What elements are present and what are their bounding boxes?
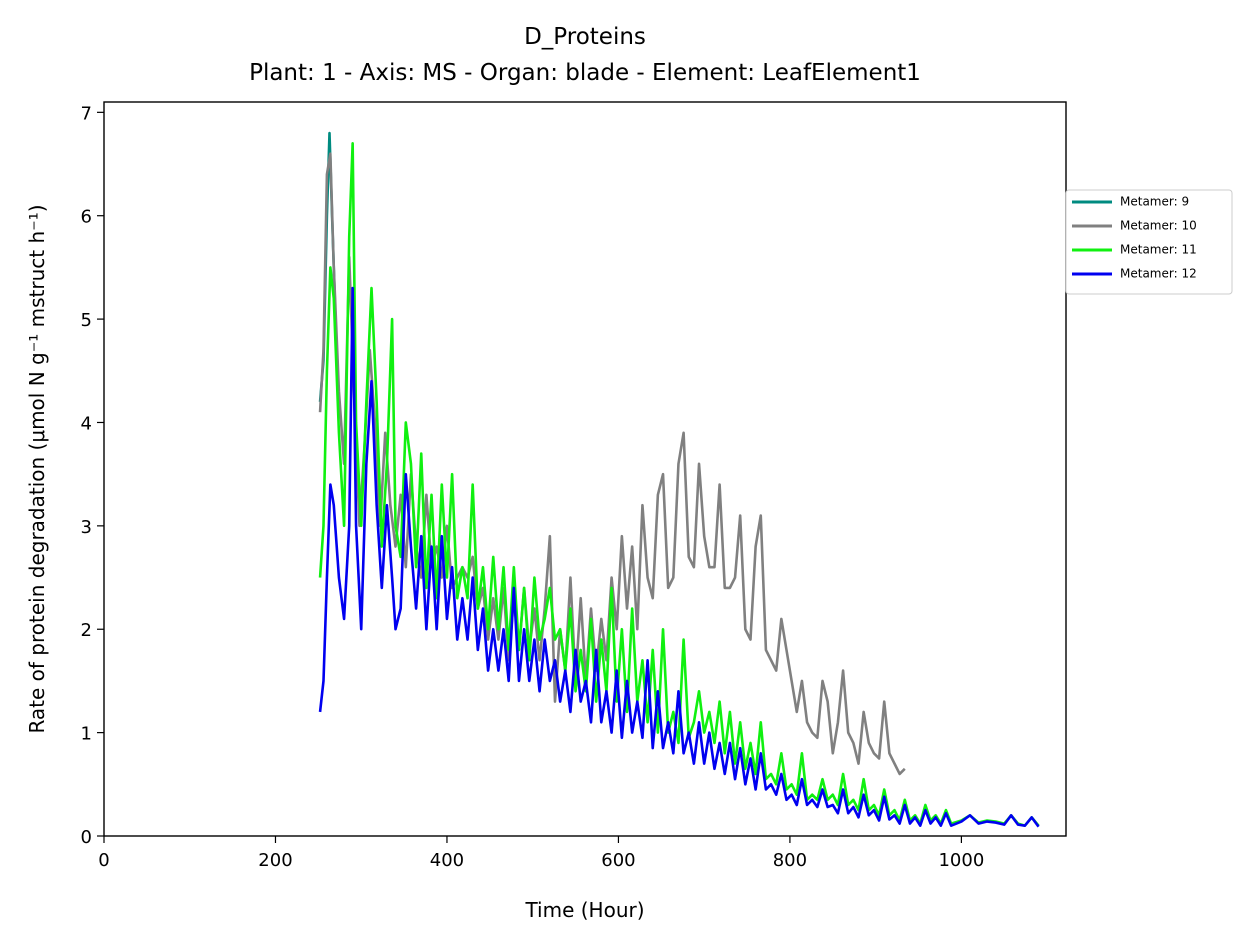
data-line [318, 286, 1040, 828]
y-axis-label: Rate of protein degradation (μmol N g⁻¹ … [25, 204, 49, 733]
y-tick-label: 1 [81, 724, 92, 745]
chart-subtitle: Plant: 1 - Axis: MS - Organ: blade - Ele… [249, 60, 921, 86]
y-tick-label: 6 [81, 207, 92, 228]
legend-box [1065, 189, 1233, 295]
y-tick-label: 4 [81, 413, 92, 434]
legend-label: Metamer: 12 [1120, 267, 1197, 281]
y-tick-label: 2 [81, 620, 92, 641]
x-tick-label: 400 [430, 850, 464, 871]
y-tick-label: 0 [81, 827, 92, 848]
legend-label: Metamer: 9 [1120, 195, 1189, 209]
x-tick-label: 200 [258, 850, 292, 871]
legend-label: Metamer: 11 [1120, 243, 1197, 257]
x-axis-label: Time (Hour) [524, 898, 644, 922]
x-tick-label: 600 [601, 850, 635, 871]
y-tick-label: 7 [81, 103, 92, 124]
y-tick-label: 5 [81, 310, 92, 331]
x-tick-label: 800 [773, 850, 807, 871]
data-line [318, 152, 906, 776]
plot-frame [103, 101, 1067, 837]
x-tick-label: 0 [98, 850, 109, 871]
legend-label: Metamer: 10 [1120, 219, 1197, 233]
chart-title: D_Proteins [524, 24, 646, 50]
data-line [318, 142, 1040, 827]
y-tick-label: 3 [81, 517, 92, 538]
x-tick-label: 1000 [938, 850, 984, 871]
